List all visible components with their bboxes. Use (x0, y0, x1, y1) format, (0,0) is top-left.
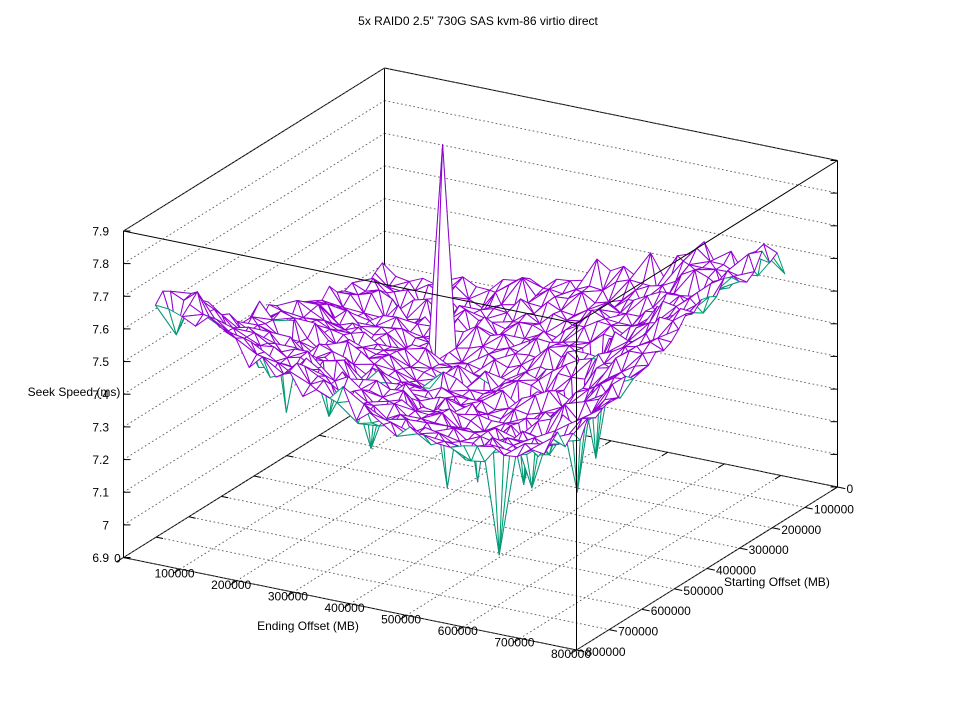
svg-text:7.5: 7.5 (92, 355, 109, 369)
svg-text:800000: 800000 (586, 645, 626, 659)
svg-text:100000: 100000 (814, 502, 854, 516)
svg-text:Seek Speed (ms): Seek Speed (ms) (28, 385, 121, 399)
svg-text:7: 7 (102, 518, 109, 532)
svg-text:7.3: 7.3 (92, 420, 109, 434)
svg-text:Starting Offset (MB): Starting Offset (MB) (724, 575, 830, 589)
svg-text:5x RAID0 2.5" 730G SAS kvm-86: 5x RAID0 2.5" 730G SAS kvm-86 virtio dir… (358, 14, 598, 28)
svg-text:500000: 500000 (381, 613, 421, 627)
svg-text:500000: 500000 (683, 584, 723, 598)
svg-text:200000: 200000 (211, 578, 251, 592)
svg-text:7.7: 7.7 (92, 290, 109, 304)
svg-text:400000: 400000 (324, 601, 364, 615)
svg-text:600000: 600000 (438, 624, 478, 638)
svg-text:7.8: 7.8 (92, 257, 109, 271)
svg-text:100000: 100000 (155, 566, 195, 580)
svg-text:7.9: 7.9 (92, 225, 109, 239)
svg-text:600000: 600000 (651, 604, 691, 618)
svg-text:7.1: 7.1 (92, 486, 109, 500)
svg-text:0: 0 (114, 552, 121, 566)
svg-text:7.6: 7.6 (92, 322, 109, 336)
svg-text:200000: 200000 (781, 523, 821, 537)
svg-text:0: 0 (847, 482, 854, 496)
svg-text:300000: 300000 (749, 543, 789, 557)
svg-text:6.9: 6.9 (92, 551, 109, 565)
svg-text:400000: 400000 (716, 564, 756, 578)
svg-text:700000: 700000 (494, 636, 534, 650)
svg-text:800000: 800000 (551, 647, 591, 661)
svg-text:7.2: 7.2 (92, 453, 109, 467)
svg-text:7.4: 7.4 (92, 388, 109, 402)
svg-text:Ending Offset (MB): Ending Offset (MB) (257, 619, 359, 633)
svg-text:700000: 700000 (618, 625, 658, 639)
svg-text:300000: 300000 (268, 589, 308, 603)
